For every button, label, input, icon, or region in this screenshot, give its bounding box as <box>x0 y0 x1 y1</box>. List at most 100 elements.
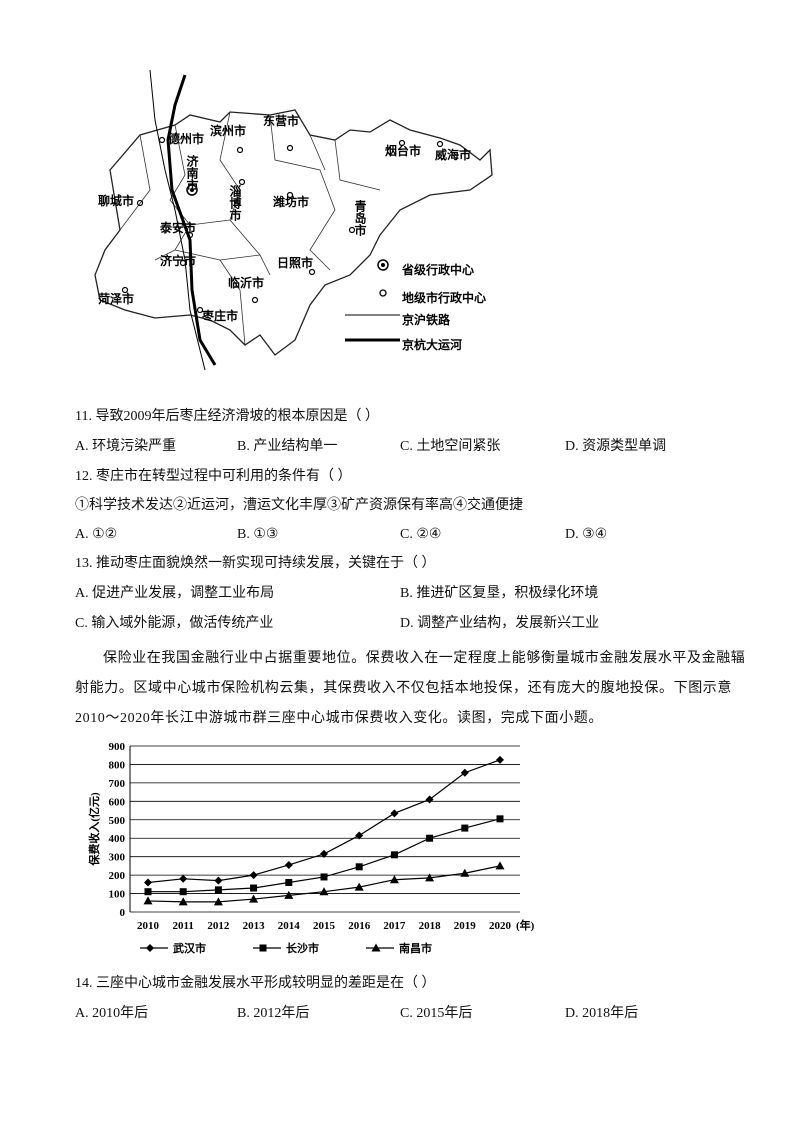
city-label: 临沂市 <box>228 275 264 290</box>
city-borders <box>119 111 381 346</box>
x-tick-label: 2016 <box>348 920 371 932</box>
marker <box>320 873 328 881</box>
city-label: 泰安市 <box>159 220 196 235</box>
marker <box>390 809 399 818</box>
city-marker <box>398 139 406 147</box>
y-tick-label: 900 <box>109 741 126 753</box>
legend-label: 京杭大运河 <box>402 337 462 352</box>
question-stem: 13. 推动枣庄面貌焕然一新实现可持续发展，关键在于（ ） <box>75 556 436 571</box>
marker <box>390 851 398 859</box>
legend-city-icon <box>379 289 387 297</box>
marker <box>496 755 504 764</box>
option: A. 2010年后 <box>75 1006 149 1021</box>
x-tick-label: 2020 <box>489 920 512 932</box>
option: C. 土地空间紧张 <box>400 439 501 454</box>
series-line <box>147 865 501 903</box>
marker <box>355 831 364 840</box>
option: D. 资源类型单调 <box>565 439 667 454</box>
option: A. 环境污染严重 <box>75 439 177 454</box>
option: D. 2018年后 <box>565 1006 639 1021</box>
city-marker <box>121 286 129 294</box>
y-tick-label: 0 <box>120 907 126 919</box>
marker <box>179 888 187 896</box>
y-tick-label: 800 <box>109 759 126 771</box>
city-label: 德州市 <box>168 131 204 146</box>
option: D. ③④ <box>565 527 608 542</box>
legend-marker <box>259 944 267 952</box>
marker <box>249 894 259 903</box>
marker <box>460 768 469 777</box>
y-tick-label: 100 <box>109 889 126 901</box>
city-marker <box>308 268 316 276</box>
city-marker <box>286 191 294 199</box>
marker <box>320 849 328 858</box>
city-marker <box>196 306 204 314</box>
option: A. 促进产业发展，调整工业布局 <box>75 586 275 601</box>
marker <box>496 815 504 823</box>
option: C. 2015年后 <box>400 1006 473 1021</box>
marker <box>284 860 293 869</box>
x-tick-label: 2018 <box>419 920 442 932</box>
marker <box>214 886 222 894</box>
legend-label: 省级行政中心 <box>401 262 474 277</box>
city-label: 淄博市 <box>228 184 242 222</box>
legend-label: 武汉市 <box>173 941 206 955</box>
capital-marker <box>190 188 194 192</box>
option: D. 调整产业结构，发展新兴工业 <box>400 616 600 631</box>
marker <box>250 884 258 892</box>
marker <box>144 878 152 887</box>
legend-marker <box>146 944 154 952</box>
marker <box>319 887 329 896</box>
option: C. ②④ <box>400 527 442 542</box>
x-tick-label: 2017 <box>383 920 406 932</box>
legend-capital-icon <box>377 259 389 271</box>
city-marker <box>158 136 166 144</box>
legend-label: 南昌市 <box>399 941 432 955</box>
legend-label: 地级市行政中心 <box>402 290 486 305</box>
city-label: 潍坊市 <box>272 194 309 209</box>
canal <box>166 74 217 366</box>
railway <box>149 69 206 371</box>
city-label: 济南市 <box>185 154 199 192</box>
marker <box>213 897 223 906</box>
city-marker <box>238 178 246 186</box>
marker <box>179 874 188 883</box>
x-tick-label: 2019 <box>454 920 477 932</box>
city-marker <box>251 296 259 304</box>
city-label: 东营市 <box>263 113 299 128</box>
city-marker <box>179 259 187 267</box>
chart: 0 100 200 300 400 500 600 700 800 900 2010 2011 2012… <box>87 741 535 955</box>
city-label: 滨州市 <box>210 123 246 138</box>
y-axis-label: 保费收入(亿元) <box>87 792 101 867</box>
y-tick-label: 200 <box>109 870 126 882</box>
marker <box>354 882 364 891</box>
series-line <box>147 759 501 884</box>
marker <box>144 888 152 896</box>
statement: ①科学技术发达②近运河，漕运文化丰厚③矿产资源保有率高④交通便捷 <box>75 498 523 513</box>
capital-marker <box>186 184 198 196</box>
x-tick-label: 2014 <box>278 920 301 932</box>
province-outline <box>94 109 493 356</box>
city-label: 烟台市 <box>385 143 421 158</box>
marker <box>461 824 469 832</box>
city-marker <box>436 140 444 148</box>
marker <box>284 890 294 899</box>
x-tick-label: 2010 <box>137 920 160 932</box>
city-marker <box>286 144 294 152</box>
city-marker <box>136 199 144 207</box>
legend-label: 京沪铁路 <box>402 312 451 327</box>
city-label: 日照市 <box>277 255 313 270</box>
marker <box>249 871 258 880</box>
city-marker <box>186 231 194 239</box>
y-tick-label: 500 <box>109 815 126 827</box>
marker <box>425 795 434 804</box>
paragraph: 保险业在我国金融行业中占据重要地位。保费收入在一定程度上能够衡量城市金融发展水平… <box>75 651 746 726</box>
city-marker <box>348 226 356 234</box>
option: C. 输入域外能源，做活传统产业 <box>75 616 274 631</box>
city-marker <box>236 146 244 154</box>
y-tick-label: 600 <box>109 796 126 808</box>
option: B. 推进矿区复垦，积极绿化环境 <box>400 586 599 601</box>
question-stem: 14. 三座中心城市金融发展水平形成较明显的差距是在（ ） <box>75 976 436 991</box>
